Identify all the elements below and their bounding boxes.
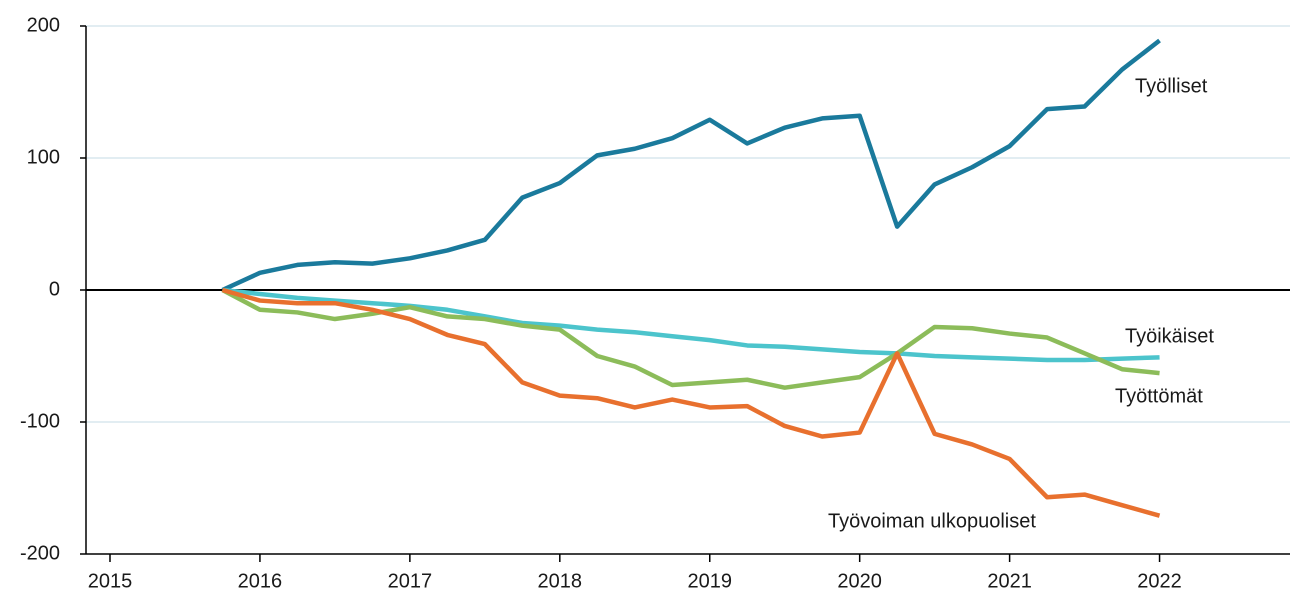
x-tick-label: 2016 xyxy=(238,570,283,592)
series-label: Työlliset xyxy=(1135,75,1208,97)
y-tick-label: -200 xyxy=(20,542,60,564)
y-tick-label: 0 xyxy=(49,278,60,300)
x-tick-label: 2019 xyxy=(687,570,732,592)
series-line xyxy=(222,287,1160,363)
y-tick-label: 100 xyxy=(27,146,60,168)
series-label: Työvoiman ulkopuoliset xyxy=(828,510,1036,532)
y-tick-label: 200 xyxy=(27,14,60,36)
y-tick-label: -100 xyxy=(20,410,60,432)
x-tick-label: 2017 xyxy=(388,570,433,592)
series-line xyxy=(221,38,1161,293)
series-label: Työikäiset xyxy=(1125,325,1214,347)
x-tick-label: 2020 xyxy=(837,570,882,592)
x-tick-label: 2022 xyxy=(1137,570,1182,592)
series-line xyxy=(221,287,1161,518)
x-tick-label: 2015 xyxy=(88,570,133,592)
x-tick-label: 2018 xyxy=(538,570,583,592)
x-tick-label: 2021 xyxy=(987,570,1032,592)
series-label: Työttömät xyxy=(1115,385,1203,407)
